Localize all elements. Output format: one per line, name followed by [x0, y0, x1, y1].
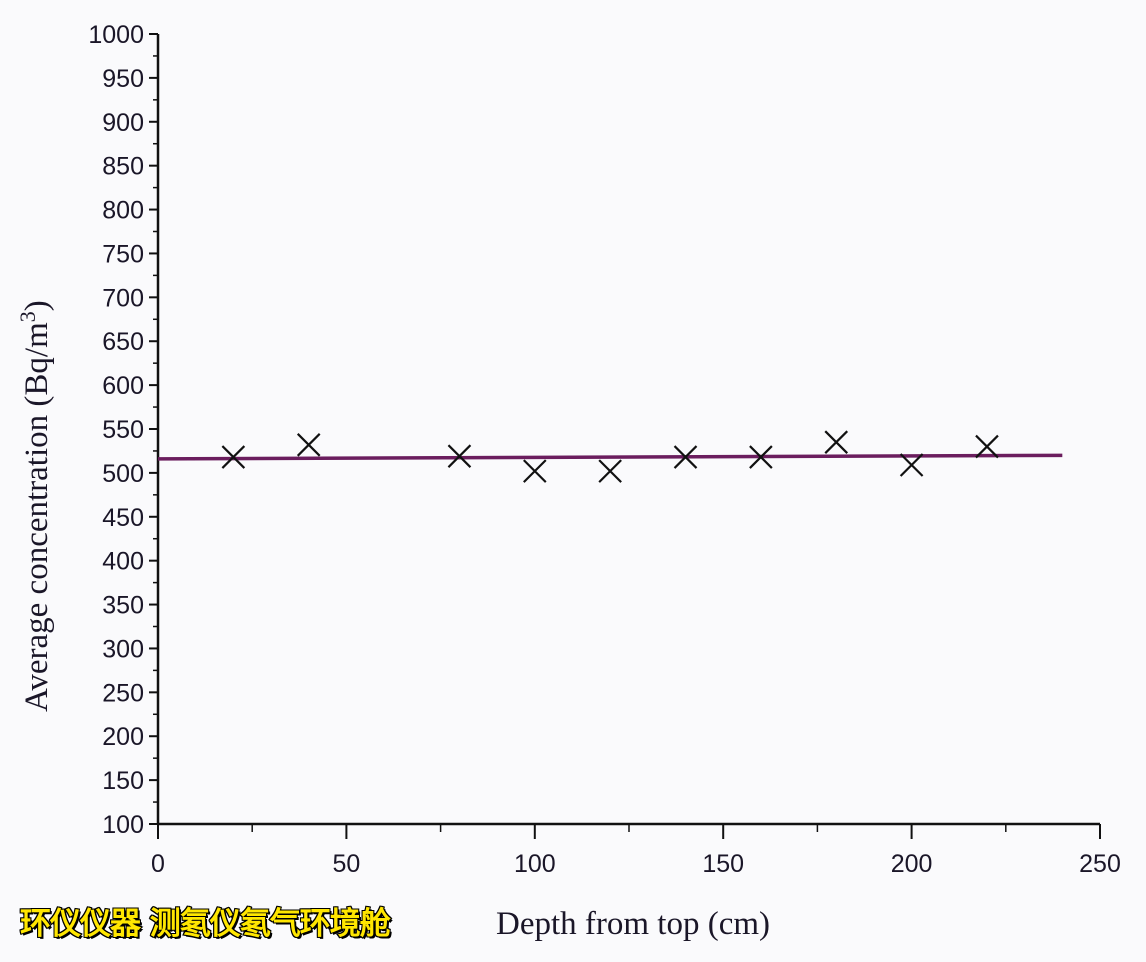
watermark: 环仪仪器 测氡仪氡气环境舱: [19, 905, 392, 943]
data-point-x-marker: [975, 434, 999, 459]
y-tick-label: 500: [102, 460, 144, 488]
x-tick-label: 150: [702, 850, 744, 878]
y-tick-label: 950: [102, 65, 144, 93]
y-axis-label-suffix: ): [19, 300, 55, 311]
x-axis-label: Depth from top (cm): [496, 906, 770, 942]
data-point-x-marker: [523, 459, 547, 483]
x-tick-label: 200: [891, 850, 933, 878]
x-tick-label: 250: [1079, 850, 1121, 878]
y-tick-label: 250: [102, 679, 144, 707]
y-tick-label: 100: [102, 811, 144, 839]
data-point-x-marker: [598, 459, 622, 483]
fit-line: [157, 453, 1063, 461]
y-tick-label: 350: [102, 592, 144, 620]
x-tick-label: 100: [514, 850, 556, 878]
y-axis-label: Average concentration (Bq/m3): [15, 300, 55, 712]
tick-labels: 1001502002503003504004505005506006507007…: [88, 21, 1120, 878]
y-tick-label: 550: [102, 416, 144, 444]
y-tick-label: 900: [102, 109, 144, 137]
data-points: [221, 430, 999, 483]
y-tick-label: 850: [102, 153, 144, 181]
y-tick-label: 200: [102, 723, 144, 751]
data-point-x-marker: [447, 444, 472, 468]
y-tick-label: 1000: [88, 21, 144, 49]
y-tick-label: 450: [102, 504, 144, 532]
axes: [149, 33, 1101, 839]
y-tick-label: 750: [102, 240, 144, 268]
y-tick-label: 700: [102, 284, 144, 312]
data-point-x-marker: [296, 433, 321, 457]
y-tick-label: 600: [102, 372, 144, 400]
y-axis-label-main: Average concentration (Bq/m: [19, 322, 55, 712]
y-tick-label: 400: [102, 548, 144, 576]
data-point-x-marker: [673, 445, 698, 469]
data-point-x-marker: [749, 445, 773, 469]
y-tick-label: 650: [102, 328, 144, 356]
data-point-x-marker: [221, 445, 246, 469]
fit-line-group: [157, 453, 1063, 461]
x-tick-label: 0: [151, 850, 165, 878]
data-point-x-marker: [899, 453, 924, 477]
y-tick-label: 300: [102, 635, 144, 663]
x-tick-label: 50: [332, 850, 360, 878]
y-tick-label: 150: [102, 767, 144, 795]
y-axis-label-superscript: 3: [15, 311, 40, 322]
y-tick-label: 800: [102, 197, 144, 225]
data-point-x-marker: [824, 430, 849, 454]
